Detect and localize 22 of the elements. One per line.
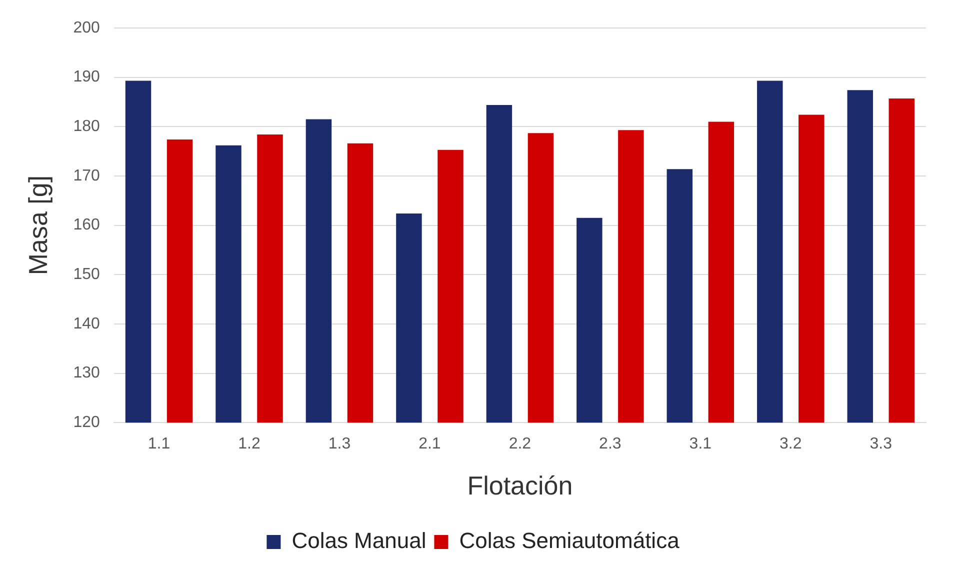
- y-tick-label: 130: [73, 364, 100, 382]
- x-tick-label: 2.1: [418, 436, 441, 453]
- y-tick-label: 140: [73, 315, 100, 332]
- x-tick-label: 2.3: [599, 436, 622, 453]
- x-tick-label: 3.3: [870, 436, 892, 453]
- y-axis-title: Masa [g]: [22, 175, 53, 276]
- legend-label: Colas Semiautomática: [459, 528, 680, 554]
- x-tick-label: 3.1: [689, 436, 712, 453]
- y-tick-label: 120: [73, 414, 100, 432]
- y-tick-label: 180: [73, 118, 100, 136]
- x-tick-label: 1.3: [328, 436, 351, 453]
- legend-label: Colas Manual: [292, 528, 426, 554]
- x-tick-label: 3.2: [780, 436, 802, 453]
- x-axis-title: Flotación: [467, 470, 573, 501]
- x-tick-label: 2.2: [508, 436, 532, 453]
- y-tick-label: 190: [73, 68, 100, 86]
- y-tick-label: 150: [73, 266, 100, 284]
- x-tick-label: 1.2: [238, 436, 260, 453]
- y-tick-label: 200: [73, 19, 100, 36]
- x-tick-label: 1.1: [148, 436, 170, 453]
- y-tick-label: 160: [73, 216, 100, 234]
- y-tick-label: 170: [73, 167, 100, 184]
